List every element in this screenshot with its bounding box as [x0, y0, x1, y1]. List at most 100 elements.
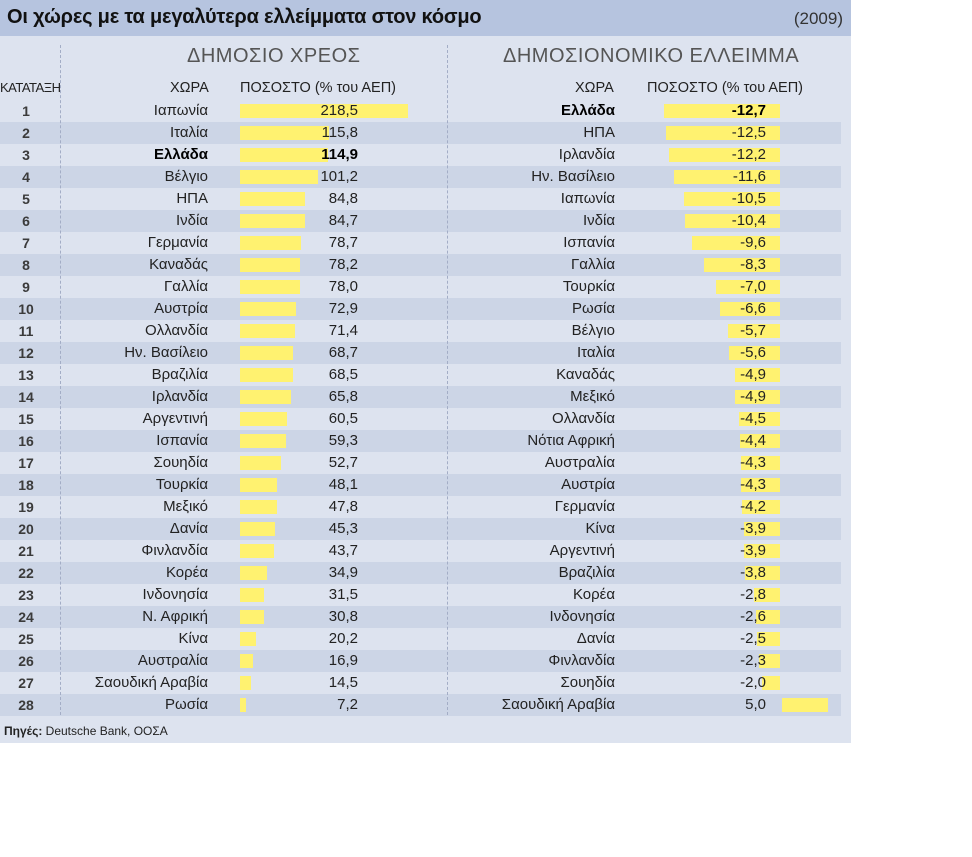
- deficit-value: -2,3: [740, 652, 766, 669]
- deficit-value: -5,6: [740, 344, 766, 361]
- table-row: 18 Τουρκία 48,1 Αυστρία -4,3: [0, 474, 841, 496]
- debt-value: 20,2: [328, 630, 358, 647]
- deficit-country: Κορέα: [572, 586, 615, 603]
- rank-number: 17: [18, 455, 34, 471]
- deficit-bar: [740, 456, 780, 470]
- deficit-country: Μεξικό: [570, 388, 615, 405]
- deficit-value: -7,0: [740, 278, 766, 295]
- debt-country: Τουρκία: [155, 476, 208, 493]
- deficit-bar: [758, 654, 780, 668]
- deficit-value: -6,6: [740, 300, 766, 317]
- debt-value: 34,9: [328, 564, 358, 581]
- debt-bar: [240, 390, 291, 404]
- deficit-value: -4,3: [740, 454, 766, 471]
- rank-number: 16: [18, 433, 34, 449]
- table-row: 9 Γαλλία 78,0 Τουρκία -7,0: [0, 276, 841, 298]
- deficit-bar: [739, 434, 780, 448]
- section-divider: [447, 45, 448, 715]
- debt-bar: [240, 698, 246, 712]
- debt-bar: [240, 478, 277, 492]
- deficit-value: -2,6: [740, 608, 766, 625]
- deficit-value: -4,3: [740, 476, 766, 493]
- debt-country: Ινδονησία: [142, 586, 208, 603]
- debt-country: Βραζιλία: [151, 366, 208, 383]
- rank-number: 19: [18, 499, 34, 515]
- deficit-country: Ην. Βασίλειο: [531, 168, 615, 185]
- table-row: 1 Ιαπωνία 218,5 Ελλάδα -12,7: [0, 100, 841, 122]
- deficit-bar: [684, 192, 780, 206]
- title-bar: Οι χώρες με τα μεγαλύτερα ελλείμματα στο…: [0, 0, 851, 36]
- debt-country: Κορέα: [165, 564, 208, 581]
- debt-bar: [240, 346, 293, 360]
- table-row: 5 ΗΠΑ 84,8 Ιαπωνία -10,5: [0, 188, 841, 210]
- deficit-bar: [761, 676, 780, 690]
- deficit-bar: [665, 126, 780, 140]
- debt-country: Αυστραλία: [137, 652, 208, 669]
- debt-country: Ιταλία: [169, 124, 208, 141]
- deficit-value: -2,8: [740, 586, 766, 603]
- debt-country: Ρωσία: [165, 696, 208, 713]
- deficit-country: Ινδονησία: [549, 608, 615, 625]
- debt-value: 101,2: [320, 168, 358, 185]
- debt-bar: [240, 280, 300, 294]
- deficit-value: -12,5: [731, 124, 766, 141]
- debt-bar: [240, 214, 306, 228]
- deficit-value: -10,4: [731, 212, 766, 229]
- deficit-value: -12,2: [731, 146, 766, 163]
- debt-country: Σουηδία: [153, 454, 208, 471]
- deficit-bar: [738, 412, 780, 426]
- rank-number: 10: [18, 301, 34, 317]
- deficit-country: Αυστραλία: [544, 454, 615, 471]
- deficit-country: Ινδία: [582, 212, 615, 229]
- debt-country: Ην. Βασίλειο: [124, 344, 208, 361]
- deficit-value: -4,9: [740, 388, 766, 405]
- source-label: Πηγές:: [4, 724, 43, 738]
- debt-country: Αυστρία: [154, 300, 208, 317]
- debt-bar: [240, 544, 274, 558]
- deficit-country: Σαουδική Αραβία: [501, 696, 615, 713]
- deficit-country: Τουρκία: [562, 278, 615, 295]
- debt-value-header: ΠΟΣΟΣΤΟ (% του ΑΕΠ): [240, 80, 396, 96]
- deficit-bar: [735, 368, 780, 382]
- deficit-value: -2,0: [740, 674, 766, 691]
- deficit-country: Ιρλανδία: [558, 146, 615, 163]
- deficit-bar: [668, 148, 780, 162]
- debt-value: 14,5: [328, 674, 358, 691]
- rank-header: ΚΑΤΑΤΑΞΗ: [0, 80, 61, 95]
- deficit-country: ΗΠΑ: [583, 124, 615, 141]
- debt-bar: [240, 522, 275, 536]
- table-row: 23 Ινδονησία 31,5 Κορέα -2,8: [0, 584, 841, 606]
- deficit-country: Κίνα: [585, 520, 615, 537]
- table-row: 21 Φινλανδία 43,7 Αργεντινή -3,9: [0, 540, 841, 562]
- deficit-country: Καναδάς: [556, 366, 615, 383]
- deficit-bar: [685, 214, 780, 228]
- debt-value: 68,5: [328, 366, 358, 383]
- debt-country-header: ΧΩΡΑ: [170, 80, 209, 96]
- debt-value: 78,7: [328, 234, 358, 251]
- table-row: 16 Ισπανία 59,3 Νότια Αφρική -4,4: [0, 430, 841, 452]
- rank-number: 25: [18, 631, 34, 647]
- debt-bar: [240, 126, 330, 140]
- table-row: 27 Σαουδική Αραβία 14,5 Σουηδία -2,0: [0, 672, 841, 694]
- table-row: 17 Σουηδία 52,7 Αυστραλία -4,3: [0, 452, 841, 474]
- debt-bar: [240, 588, 265, 602]
- debt-value: 78,2: [328, 256, 358, 273]
- debt-bar: [240, 610, 264, 624]
- infographic-panel: Οι χώρες με τα μεγαλύτερα ελλείμματα στο…: [0, 0, 851, 743]
- deficit-country: Σουηδία: [560, 674, 615, 691]
- debt-value: 59,3: [328, 432, 358, 449]
- deficit-bar: [740, 478, 780, 492]
- table-row: 2 Ιταλία 115,8 ΗΠΑ -12,5: [0, 122, 841, 144]
- debt-country: Σαουδική Αραβία: [94, 674, 208, 691]
- debt-country: Ιαπωνία: [153, 102, 208, 119]
- debt-bar: [240, 632, 256, 646]
- rank-number: 20: [18, 521, 34, 537]
- deficit-country: Ελλάδα: [560, 102, 615, 119]
- deficit-bar: [744, 544, 780, 558]
- debt-country: Ελλάδα: [153, 146, 208, 163]
- deficit-bar: [719, 302, 780, 316]
- debt-bar: [240, 258, 301, 272]
- rank-number: 15: [18, 411, 34, 427]
- deficit-country: Γαλλία: [571, 256, 615, 273]
- rank-number: 23: [18, 587, 34, 603]
